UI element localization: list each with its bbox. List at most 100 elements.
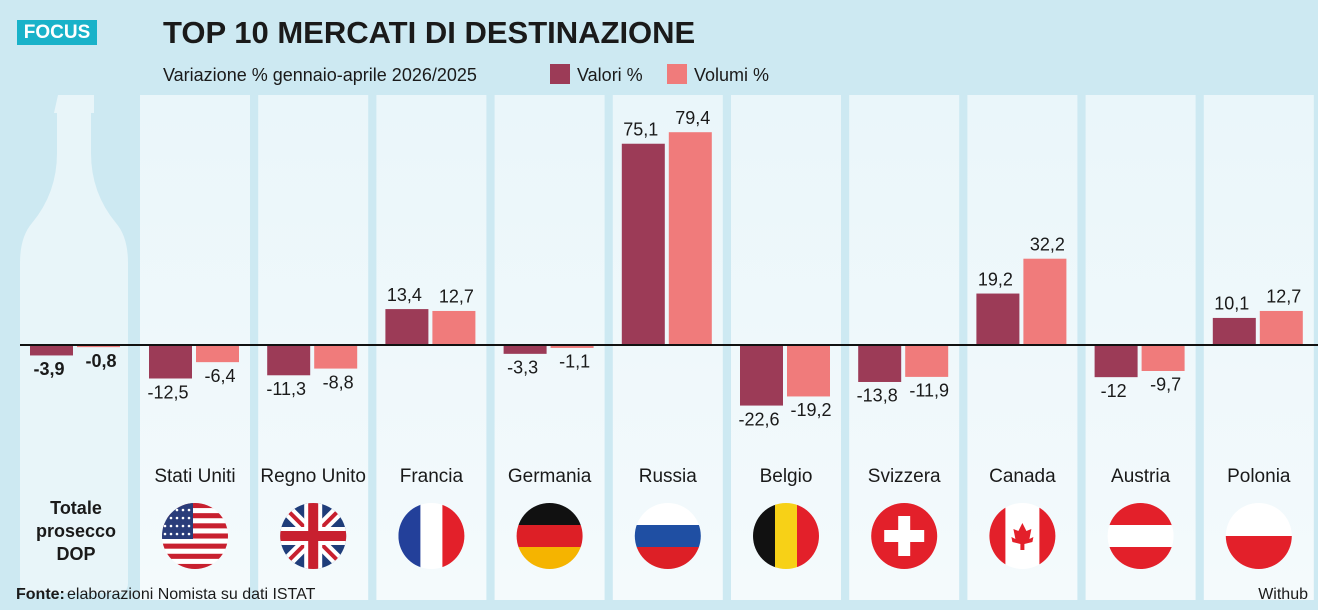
bar — [432, 310, 476, 345]
flag-part — [516, 547, 583, 569]
value-label: 32,2 — [1030, 234, 1065, 254]
chart-title: TOP 10 MERCATI DI DESTINAZIONE — [163, 15, 695, 50]
source-label: Fonte: — [16, 586, 65, 603]
flag — [753, 503, 819, 569]
credit: Withub — [1258, 586, 1308, 603]
value-label: -11,9 — [909, 381, 949, 401]
value-label: -9,7 — [1150, 375, 1181, 395]
value-label: -8,8 — [323, 372, 354, 392]
flag — [516, 503, 583, 569]
flag-part — [1107, 525, 1174, 548]
value-label: -1,1 — [559, 352, 590, 372]
bar — [740, 345, 783, 406]
flag — [398, 503, 465, 569]
bar — [621, 143, 665, 345]
value-label: -12 — [1101, 381, 1127, 401]
category-label: Germania — [508, 466, 592, 487]
bar — [1141, 345, 1185, 371]
flag-part — [162, 528, 228, 534]
flag-part — [175, 508, 179, 512]
flag-part — [162, 533, 228, 540]
value-label: -6,4 — [204, 366, 235, 386]
flag-part — [181, 532, 185, 536]
bar — [787, 345, 830, 397]
bar — [149, 345, 192, 379]
flag-part — [162, 503, 228, 509]
flag-part — [175, 532, 179, 536]
value-label: -0,8 — [85, 351, 116, 371]
value-label: -13,8 — [857, 386, 898, 406]
category-label: Totale prosecco DOP — [35, 498, 117, 564]
value-label: 12,7 — [439, 287, 474, 307]
legend-label: Valori % — [577, 65, 643, 85]
bar — [385, 309, 429, 345]
flag-part — [634, 525, 701, 548]
flag-part — [187, 508, 191, 512]
flag-part — [175, 524, 179, 528]
flag-part — [187, 516, 191, 520]
bar — [503, 345, 547, 354]
subtitle: Variazione % gennaio-aprile 2026/2025 — [163, 65, 477, 85]
flag-part — [420, 503, 443, 569]
flag — [871, 503, 938, 569]
flag-part — [442, 503, 465, 569]
category-label: Polonia — [1227, 466, 1291, 487]
flag-part — [634, 547, 701, 569]
legend-swatch — [667, 64, 687, 84]
bar — [976, 293, 1020, 345]
flag-part — [169, 524, 173, 528]
flag-part — [162, 543, 228, 550]
flag-part — [163, 532, 167, 536]
flag-part — [1107, 503, 1174, 526]
flag-part — [1225, 519, 1292, 537]
flag-part — [162, 548, 228, 555]
bar — [858, 345, 902, 382]
bar — [1259, 310, 1303, 345]
category-label: Belgio — [760, 466, 813, 487]
flag-part — [753, 503, 776, 569]
source: elaborazioni Nomista su dati ISTAT — [67, 586, 316, 603]
value-label: -22,6 — [738, 409, 779, 429]
flag-part — [884, 516, 925, 556]
flag-part — [162, 508, 228, 514]
flag-part — [162, 538, 228, 545]
flag-part — [162, 563, 228, 569]
bar — [77, 345, 120, 348]
flag-part — [634, 503, 701, 526]
flag-part — [169, 516, 173, 520]
flag-part — [181, 516, 185, 520]
flag-part — [187, 524, 191, 528]
category-label: Austria — [1111, 466, 1171, 487]
value-label: 12,7 — [1266, 287, 1301, 307]
flag-part — [162, 518, 228, 524]
badge-bg — [17, 20, 97, 45]
flag-part — [181, 508, 185, 512]
flag-part — [398, 503, 421, 569]
category-label: Svizzera — [868, 466, 941, 487]
bar — [1212, 317, 1256, 345]
category-label: Russia — [639, 466, 698, 487]
flag — [634, 503, 701, 569]
category-label: Regno Unito — [260, 466, 366, 487]
flag-part — [1011, 523, 1034, 550]
category-label: Stati Uniti — [154, 466, 235, 487]
category-label: Canada — [989, 466, 1056, 487]
flag-part — [181, 524, 185, 528]
legend-label: Volumi % — [694, 65, 769, 85]
value-label: -12,5 — [147, 382, 188, 402]
value-label: 13,4 — [387, 285, 422, 305]
bar — [905, 345, 949, 377]
value-label: 10,1 — [1214, 294, 1249, 314]
value-label: -3,3 — [507, 358, 538, 378]
flag-part — [175, 516, 179, 520]
category-label: Francia — [400, 466, 464, 487]
bar — [30, 345, 73, 356]
flag-part — [1107, 547, 1174, 569]
flag-part — [516, 503, 583, 526]
bar — [550, 345, 594, 348]
value-label: -11,3 — [266, 379, 306, 399]
badge: FOCUS — [24, 22, 91, 43]
flag-part — [775, 503, 798, 569]
